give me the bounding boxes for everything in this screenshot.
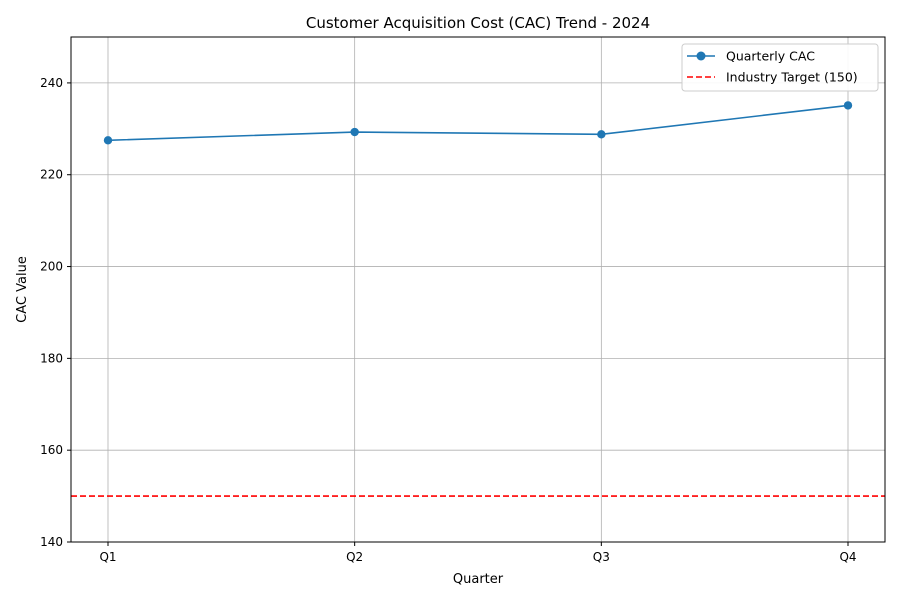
chart-title: Customer Acquisition Cost (CAC) Trend - … — [306, 14, 650, 32]
y-tick-label-240: 240 — [40, 76, 63, 90]
y-axis-ticks: 140 160 180 200 220 240 — [40, 76, 71, 549]
data-point-q3 — [597, 130, 606, 139]
y-tick-label-140: 140 — [40, 535, 63, 549]
data-point-q2 — [350, 127, 359, 137]
y-axis-label: CAC Value — [15, 256, 30, 323]
x-tick-label-q4: Q4 — [839, 550, 856, 564]
x-axis-label: Quarter — [453, 572, 504, 587]
data-point-q4 — [843, 101, 853, 110]
legend-label-quarterly-cac: Quarterly CAC — [726, 49, 815, 64]
y-tick-label-180: 180 — [40, 351, 63, 365]
x-axis-ticks: Q1 Q2 Q3 Q4 — [99, 542, 857, 564]
y-tick-label-200: 200 — [40, 260, 63, 274]
plot-frame — [70, 36, 886, 543]
legend-marker-quarterly-cac — [696, 51, 706, 61]
x-tick-label-q2: Q2 — [346, 550, 363, 564]
y-tick-label-220: 220 — [40, 168, 63, 182]
legend-label-industry-target: Industry Target (150) — [726, 70, 858, 85]
data-point-q1 — [103, 136, 113, 145]
legend-box — [681, 43, 879, 92]
x-tick-label-q3: Q3 — [593, 550, 610, 564]
series-line-quarterly-cac — [107, 104, 849, 142]
x-tick-label-q1: Q1 — [99, 550, 116, 564]
y-tick-label-160: 160 — [40, 443, 63, 457]
legend: Quarterly CAC Industry Target (150) — [681, 43, 879, 92]
series-layer — [103, 101, 853, 145]
